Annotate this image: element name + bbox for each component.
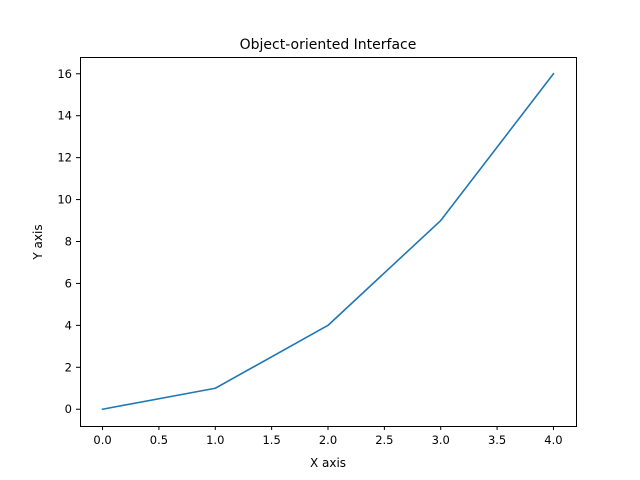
y-tick-label: 0 [65,402,72,416]
x-tick-label: 1.0 [206,433,224,447]
y-tick-label: 6 [65,276,72,290]
y-tick-label: 10 [57,193,72,207]
x-tick-label: 0.0 [93,433,111,447]
y-tick-label: 2 [65,360,72,374]
series-layer [101,72,555,411]
y-tick-label: 12 [57,151,72,165]
y-tick-label: 16 [57,67,72,81]
x-tick-label: 4.0 [544,433,562,447]
y-tick-label: 14 [57,109,72,123]
x-tick-label: 2.0 [319,433,337,447]
y-tick-label: 8 [65,235,72,249]
x-tick-label: 2.5 [375,433,393,447]
chart-title: Object-oriented Interface [240,37,417,53]
y-tick-label: 4 [65,318,72,332]
y-axis-label: Y axis [31,224,45,260]
x-tick-label: 3.5 [488,433,506,447]
series-line [101,72,555,411]
x-tick-label: 1.5 [262,433,280,447]
x-tick-label: 0.5 [150,433,168,447]
plot-frame [80,57,577,427]
x-tick-label: 3.0 [432,433,450,447]
ticks: 0.0 0.5 1.0 1.5 2.0 2.5 3.0 3.5 4.0 0 2 4 6 8 10 12 14 16 [57,67,562,447]
x-axis-label: X axis [310,456,346,470]
